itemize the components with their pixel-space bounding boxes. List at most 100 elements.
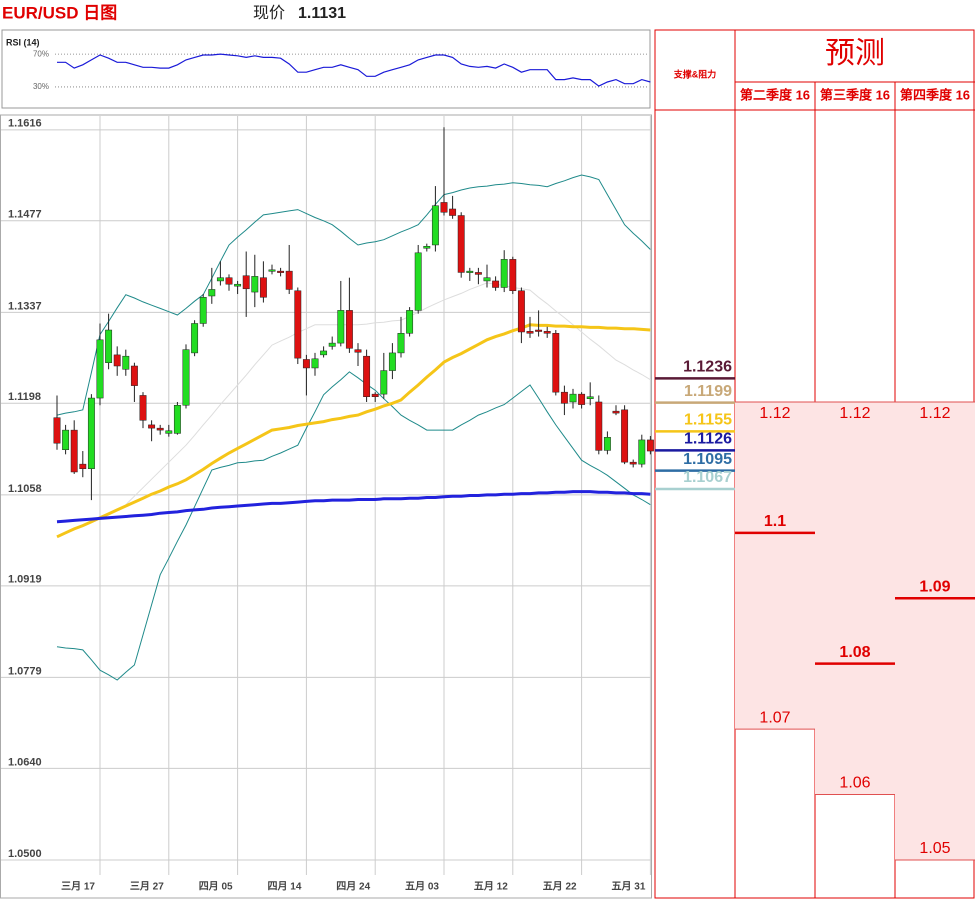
candle-body — [578, 393, 586, 405]
candle-body — [234, 283, 242, 287]
high-label: 1.12 — [839, 405, 870, 422]
candle-body — [586, 396, 594, 399]
x-tick-label: 四月 05 — [199, 881, 233, 893]
level-label: 1.1126 — [684, 431, 732, 448]
candle-body — [621, 409, 629, 463]
candle-body — [423, 246, 431, 249]
indicator-line — [125, 282, 651, 506]
candle-body — [492, 280, 500, 288]
candle-body — [517, 290, 525, 333]
candle-body — [552, 333, 560, 393]
candle-body — [474, 272, 482, 275]
x-tick-label: 四月 24 — [336, 881, 370, 893]
candle-body — [139, 395, 147, 421]
level-label: 1.1155 — [684, 412, 732, 429]
levels-title: 支撑&阻力 — [673, 68, 717, 79]
candle-body — [130, 365, 138, 386]
candle-body — [449, 208, 457, 216]
column-header: 第二季度 16 — [740, 87, 810, 102]
indicator-line — [56, 371, 651, 681]
level-label: 1.1095 — [683, 451, 732, 468]
candle-body — [603, 437, 611, 451]
candle-body — [62, 429, 70, 450]
y-tick-label: 1.1337 — [8, 300, 42, 312]
candle-body — [242, 275, 250, 290]
candle-body — [328, 342, 336, 347]
candle-body — [165, 430, 173, 434]
y-tick-label: 1.1058 — [8, 483, 42, 495]
candle-body — [397, 333, 405, 354]
candle-body — [225, 277, 233, 285]
candle-body — [535, 329, 543, 332]
rsi-title: RSI (14) — [6, 37, 40, 47]
candle-body — [500, 259, 508, 288]
candle-body — [320, 350, 328, 356]
candle-body — [311, 358, 319, 369]
candle-body — [53, 417, 61, 444]
y-tick-label: 1.0500 — [8, 848, 42, 860]
candle-body — [431, 205, 439, 246]
candle-body — [87, 397, 95, 469]
candle-body — [122, 355, 130, 370]
candle-body — [199, 297, 207, 324]
x-tick-label: 五月 12 — [474, 881, 508, 893]
y-tick-label: 1.1198 — [8, 391, 41, 403]
x-tick-label: 四月 14 — [267, 881, 301, 893]
y-tick-label: 1.0779 — [8, 665, 42, 677]
y-tick-label: 1.1477 — [8, 209, 42, 221]
candle-body — [302, 359, 310, 369]
candle-body — [406, 310, 414, 334]
candle-body — [70, 429, 78, 473]
candle-body — [509, 259, 517, 292]
x-tick-label: 三月 17 — [61, 881, 95, 893]
candle-body — [543, 331, 551, 334]
high-label: 1.12 — [759, 405, 790, 422]
candle-body — [156, 427, 164, 431]
candle-body — [259, 277, 267, 298]
candle-body — [466, 270, 474, 273]
column-header: 第三季度 16 — [820, 87, 890, 102]
y-tick-label: 1.0919 — [8, 574, 42, 586]
candle-body — [79, 463, 87, 469]
forecast-range — [815, 401, 895, 795]
candle-body — [294, 290, 302, 359]
candle-body — [457, 215, 465, 273]
candle-body — [595, 401, 603, 451]
main-panel — [0, 114, 652, 899]
candle-body — [526, 331, 534, 334]
level-label: 1.1067 — [683, 469, 732, 486]
candle-body — [354, 349, 362, 353]
candle-body — [638, 439, 646, 465]
indicator-line — [56, 174, 651, 416]
level-label: 1.1199 — [684, 383, 732, 400]
low-label: 1.07 — [759, 709, 790, 726]
indicator-line — [56, 490, 651, 524]
column-header: 第四季度 16 — [900, 87, 970, 102]
forecast-label: 1.1 — [764, 513, 786, 530]
low-label: 1.05 — [919, 840, 950, 857]
candle-body — [440, 202, 448, 213]
indicator-line — [56, 323, 651, 539]
y-tick-label: 1.0640 — [8, 756, 42, 768]
candle-body — [216, 277, 224, 282]
x-tick-label: 三月 27 — [130, 881, 164, 893]
price-label: 现价 — [253, 5, 285, 22]
candle-body — [345, 310, 353, 349]
forecast-label: 1.09 — [919, 578, 950, 595]
forecast-label: 1.08 — [839, 644, 870, 661]
candle-body — [363, 355, 371, 397]
candle-body — [560, 391, 568, 404]
candle-body — [148, 424, 156, 429]
candle-body — [483, 277, 491, 282]
level-label: 1.1236 — [683, 359, 732, 376]
candle-body — [105, 329, 113, 363]
candle-body — [569, 393, 577, 403]
rsi-panel — [1, 29, 651, 109]
candle-body — [388, 352, 396, 371]
chart-title: EUR/USD 日图 — [2, 3, 117, 22]
forecast-range — [735, 401, 815, 730]
candle-body — [208, 289, 216, 297]
rsi-line — [57, 53, 651, 87]
